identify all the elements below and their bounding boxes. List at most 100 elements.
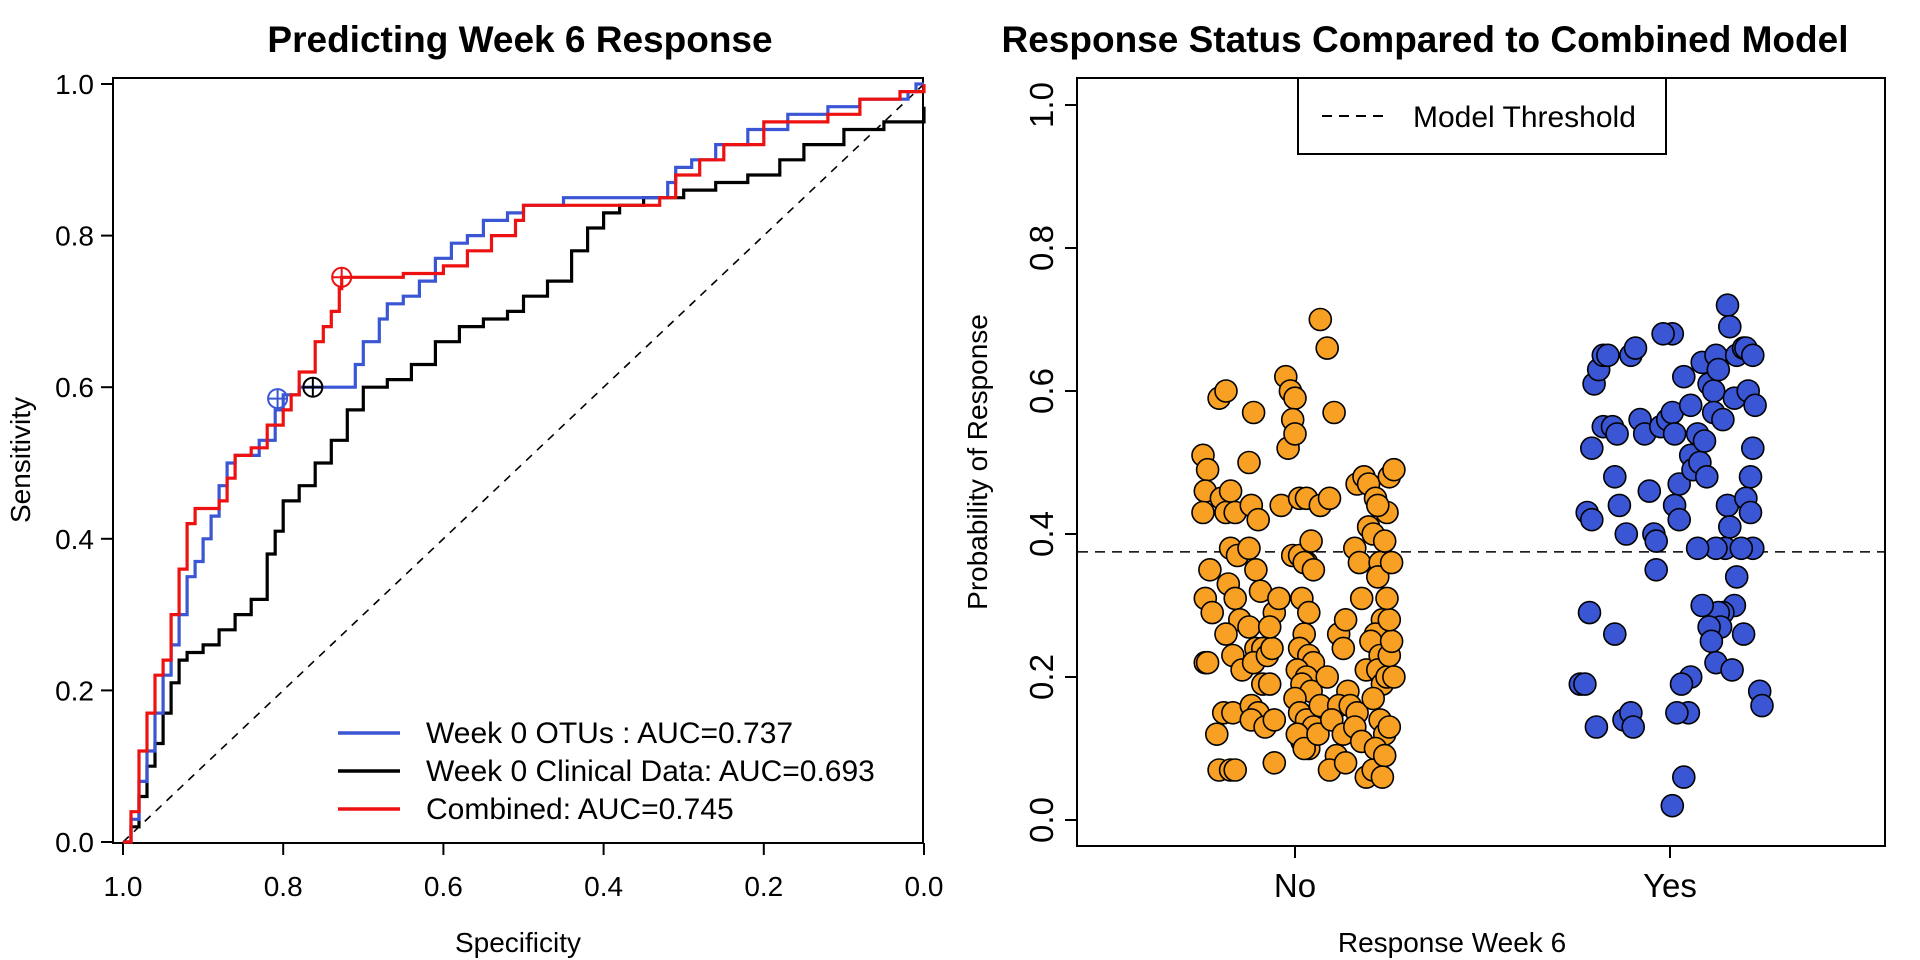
scatter-point-no: [1377, 607, 1402, 632]
scatter-point-no: [1218, 479, 1243, 503]
scatter-point-yes: [1695, 464, 1719, 489]
scatter-point-yes: [1644, 557, 1668, 582]
scatter-point-no: [1375, 586, 1399, 611]
scatter-point-yes: [1720, 658, 1744, 682]
scatter-point-yes: [1701, 379, 1726, 403]
scatter-point-yes: [1724, 565, 1749, 589]
scatter-point-yes: [1706, 357, 1731, 382]
scatter-point-no: [1214, 622, 1238, 646]
scatter-point-yes: [1662, 422, 1687, 446]
scatter-x-tick-label: Yes: [1643, 867, 1697, 904]
scatter-axes: No Yes 0.0 0.2 0.4 0.6 0.8 1.0: [1023, 82, 1697, 904]
scatter-point-no: [1372, 743, 1397, 768]
scatter-point-no: [1283, 386, 1307, 411]
roc-x-tick-label: 0.4: [584, 871, 623, 902]
scatter-point-yes: [1699, 629, 1724, 654]
scatter-point-no: [1299, 529, 1323, 553]
scatter-point-yes: [1644, 529, 1668, 553]
roc-threshold-markers: [267, 266, 353, 410]
scatter-points: [1191, 293, 1774, 818]
scatter-point-yes: [1669, 672, 1694, 696]
scatter-point-no: [1262, 708, 1287, 732]
scatter-point-no: [1366, 493, 1390, 518]
scatter-point-no: [1223, 586, 1247, 611]
scatter-point-no: [1331, 636, 1356, 661]
scatter-point-yes: [1741, 436, 1765, 461]
roc-diagonal-reference: [122, 83, 925, 843]
roc-y-tick-label: 0.0: [55, 827, 94, 858]
scatter-point-no: [1333, 607, 1358, 632]
roc-x-tick-label: 1.0: [104, 871, 143, 902]
scatter-y-tick-label: 0.6: [1023, 368, 1060, 414]
scatter-point-yes: [1573, 672, 1597, 696]
roc-legend-label-0: Week 0 OTUs : AUC=0.737: [426, 717, 793, 750]
scatter-y-tick-label: 0.0: [1023, 797, 1060, 843]
scatter-point-yes: [1729, 536, 1754, 561]
scatter-point-no: [1262, 750, 1287, 775]
scatter-point-no: [1317, 486, 1342, 511]
scatter-point-yes: [1685, 536, 1710, 561]
scatter-point-no: [1347, 550, 1372, 575]
scatter-point-yes: [1672, 765, 1696, 789]
roc-x-tick-label: 0.0: [905, 871, 944, 902]
scatter-point-yes: [1596, 343, 1620, 368]
scatter-point-no: [1379, 629, 1404, 654]
scatter-point-yes: [1715, 293, 1740, 318]
scatter-point-yes: [1651, 321, 1675, 346]
scatter-point-no: [1244, 557, 1268, 582]
scatter-legend: Model Threshold: [1297, 77, 1667, 155]
roc-title: Predicting Week 6 Response: [267, 19, 772, 60]
scatter-point-yes: [1731, 622, 1756, 646]
scatter-y-axis-label: Probability of Response: [962, 314, 993, 610]
scatter-point-no: [1361, 686, 1385, 711]
scatter-point-no: [1195, 457, 1220, 482]
roc-y-tick-label: 0.6: [55, 372, 94, 403]
scatter-x-axis-label: Response Week 6: [1338, 927, 1566, 958]
roc-x-tick-label: 0.8: [264, 871, 303, 902]
scatter-y-tick-label: 0.2: [1023, 654, 1060, 700]
scatter-point-no: [1315, 665, 1339, 689]
scatter-point-yes: [1621, 715, 1645, 739]
scatter-chart: Response Status Compared to Combined Mod…: [962, 19, 1886, 958]
roc-y-tick-label: 0.4: [55, 524, 94, 555]
scatter-point-no: [1382, 457, 1406, 482]
scatter-y-tick-label: 0.4: [1023, 511, 1060, 557]
scatter-point-no: [1315, 336, 1339, 360]
scatter-point-yes: [1660, 793, 1685, 818]
roc-legend: Week 0 OTUs : AUC=0.737 Week 0 Clinical D…: [338, 717, 875, 826]
scatter-title: Response Status Compared to Combined Mod…: [1002, 19, 1849, 60]
scatter-point-no: [1257, 672, 1282, 696]
scatter-point-no: [1370, 765, 1395, 789]
scatter-point-no: [1292, 736, 1316, 761]
roc-x-tick-label: 0.2: [744, 871, 783, 902]
scatter-point-no: [1283, 422, 1307, 446]
scatter-point-no: [1306, 722, 1330, 747]
scatter-point-yes: [1667, 507, 1691, 532]
scatter-point-yes: [1690, 593, 1714, 618]
scatter-point-no: [1237, 615, 1261, 639]
scatter-point-no: [1377, 715, 1402, 739]
scatter-point-no: [1205, 722, 1229, 747]
scatter-point-no: [1237, 450, 1261, 475]
roc-x-axis-label: Specificity: [455, 927, 581, 958]
legend-threshold-label: Model Threshold: [1413, 101, 1636, 134]
roc-curve-2: [123, 84, 926, 844]
scatter-point-yes: [1577, 600, 1602, 625]
scatter-point-yes: [1718, 515, 1742, 539]
scatter-point-yes: [1580, 507, 1604, 532]
scatter-point-yes: [1678, 393, 1703, 418]
scatter-x-tick-label: No: [1274, 867, 1316, 904]
roc-curves: [123, 82, 926, 844]
scatter-point-no: [1366, 565, 1390, 589]
scatter-point-yes: [1665, 700, 1689, 725]
scatter-point-yes: [1738, 500, 1763, 525]
scatter-point-no: [1267, 586, 1291, 611]
roc-y-tick-label: 0.2: [55, 675, 94, 706]
scatter-point-yes: [1718, 314, 1742, 339]
scatter-point-no: [1200, 600, 1224, 625]
roc-y-tick-label: 0.8: [55, 221, 94, 252]
scatter-point-yes: [1741, 343, 1765, 368]
scatter-point-yes: [1750, 693, 1774, 718]
